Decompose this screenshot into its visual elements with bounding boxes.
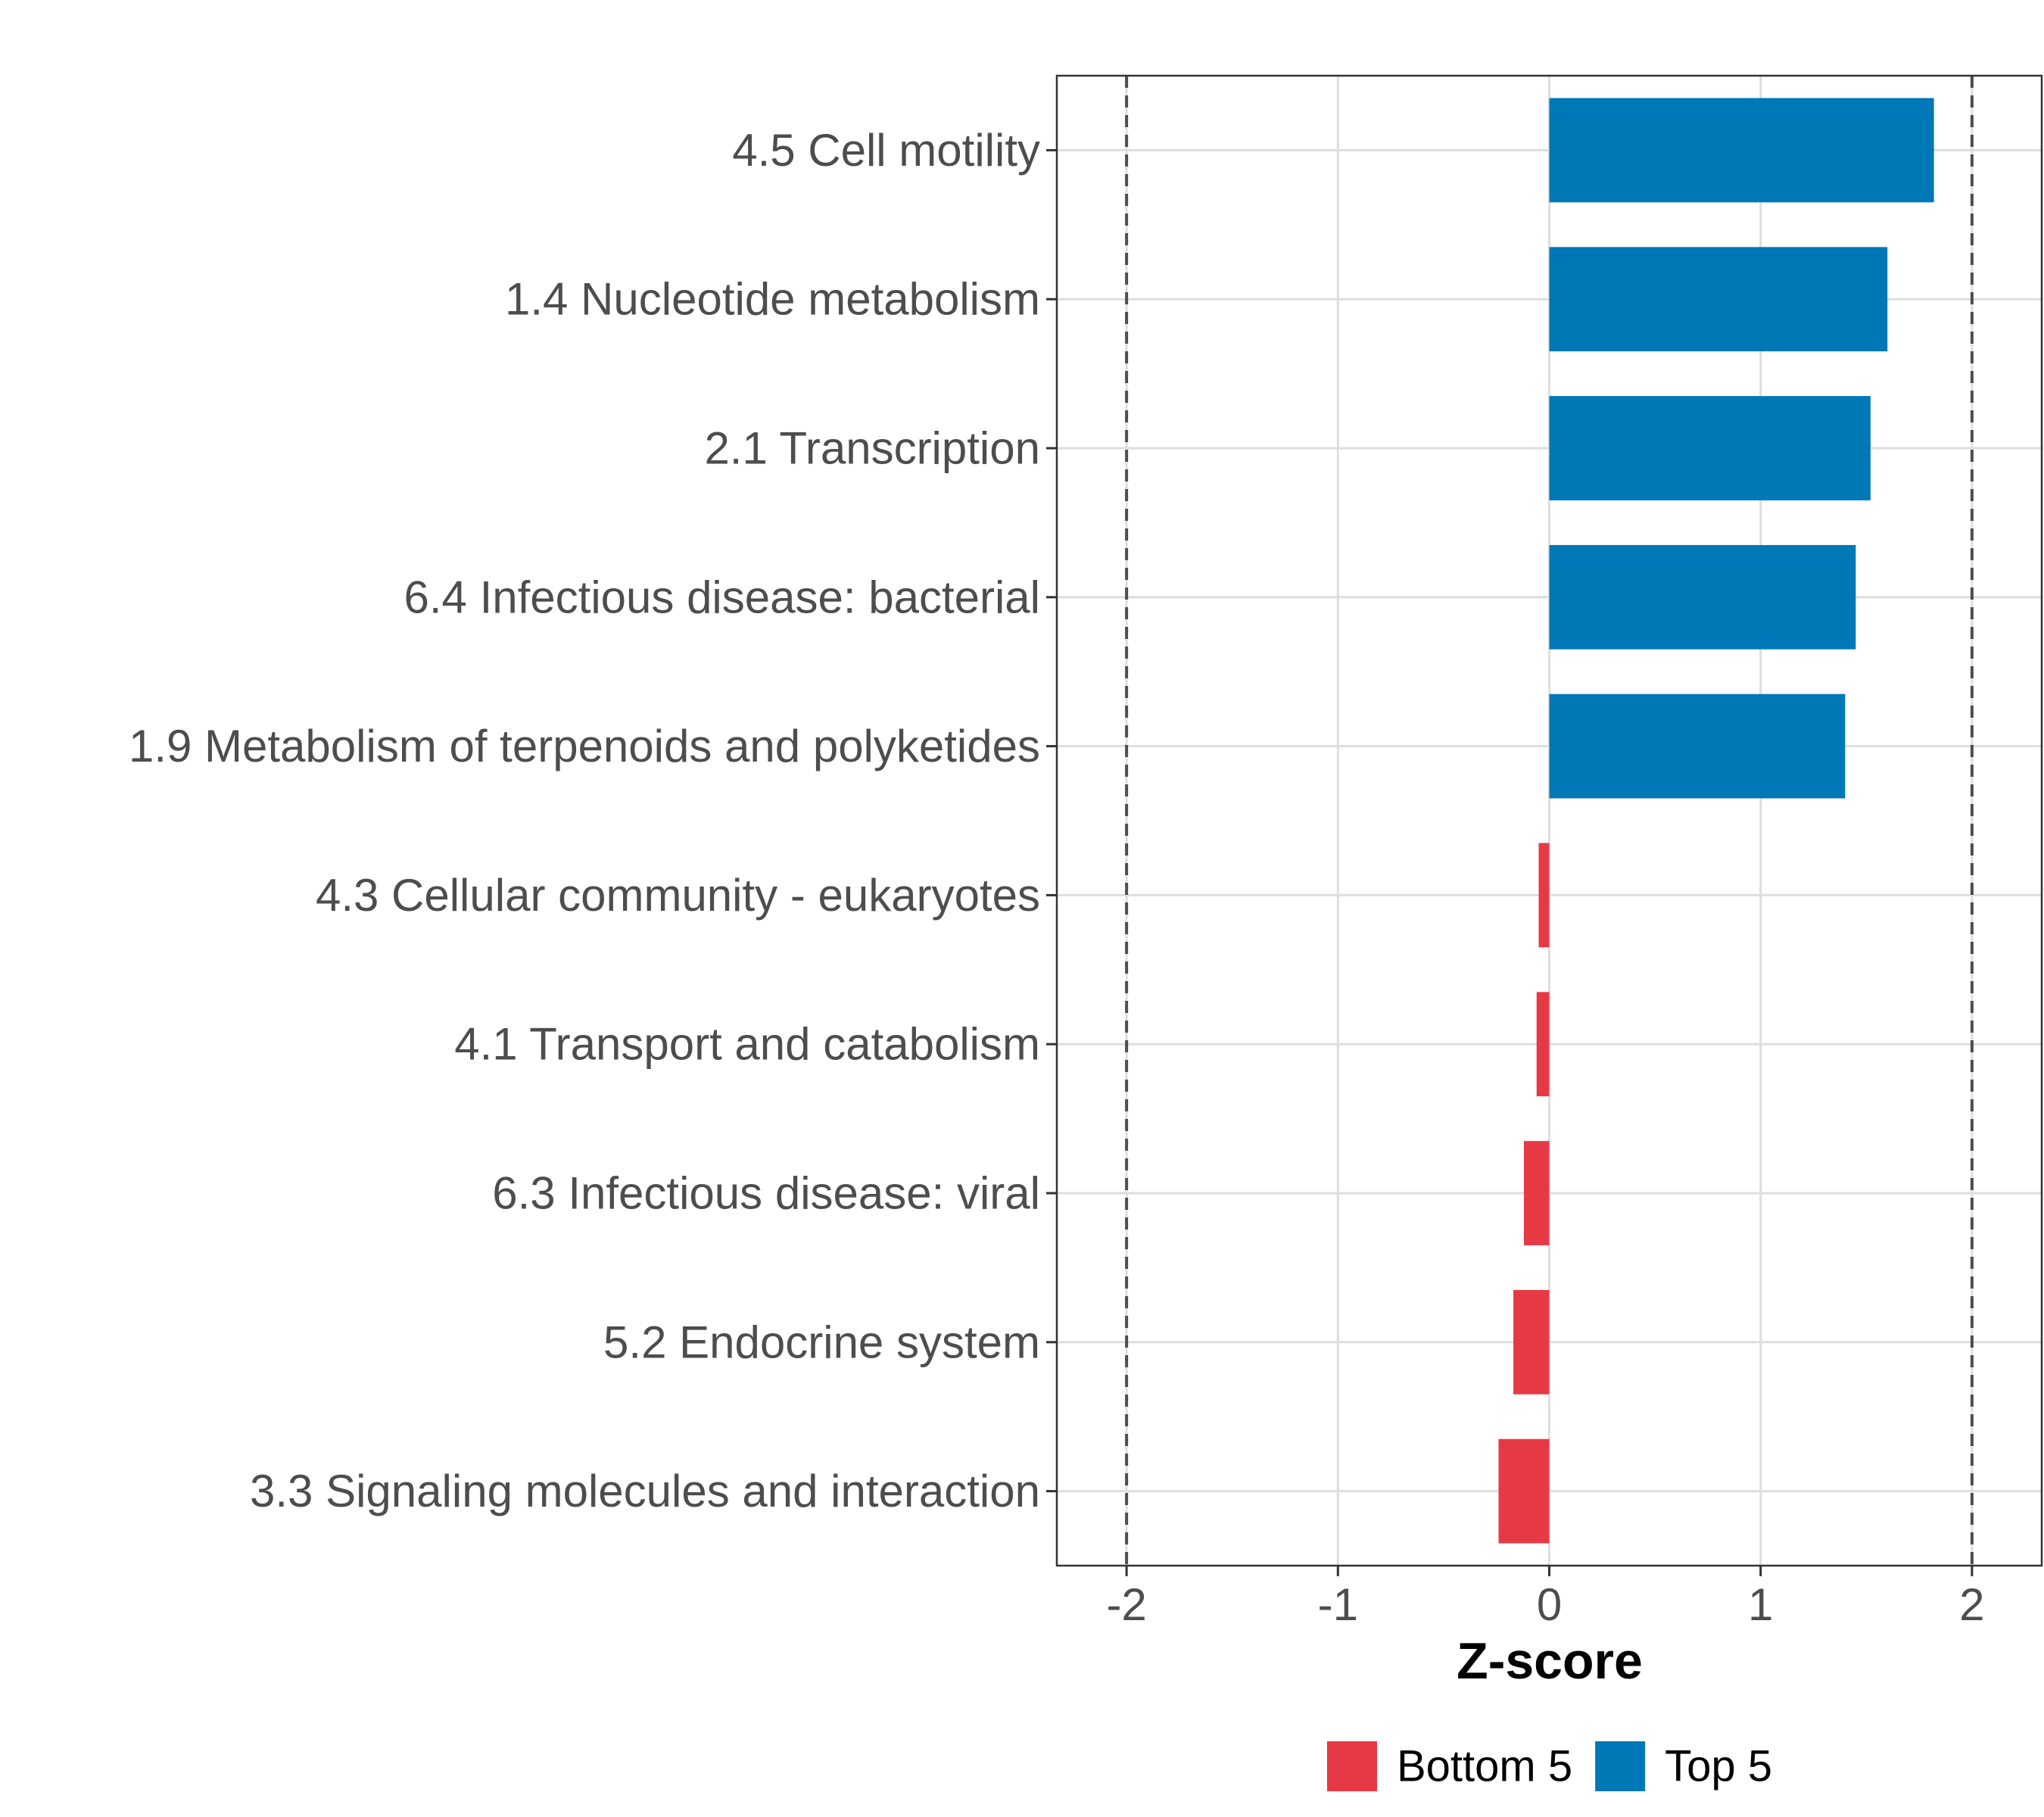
y-axis-ticks: 4.5 Cell motility 1.4 Nucleotide metaboli… (129, 125, 1057, 1516)
y-tick-label: 6.3 Infectious disease: viral (492, 1168, 1040, 1219)
bar (1498, 1438, 1550, 1544)
bars (1498, 98, 1934, 1544)
y-tick-label: 6.4 Infectious disease: bacterial (404, 572, 1041, 622)
bar (1549, 396, 1871, 500)
y-tick-label: 1.4 Nucleotide metabolism (505, 274, 1040, 325)
reference-lines (1125, 76, 1974, 1566)
legend-label: Bottom 5 (1397, 1742, 1572, 1791)
x-tick-label: 0 (1537, 1579, 1562, 1630)
bar (1523, 1141, 1550, 1245)
y-tick-label: 4.1 Transport and catabolism (454, 1019, 1040, 1070)
bar (1538, 843, 1550, 948)
y-tick-label: 1.9 Metabolism of terpenoids and polyket… (129, 721, 1040, 771)
y-tick-label: 4.5 Cell motility (732, 125, 1040, 176)
x-axis-ticks: -2 -1 0 1 2 (1106, 1566, 1985, 1630)
x-tick-label: -1 (1318, 1579, 1358, 1630)
bar (1513, 1289, 1550, 1395)
bar (1549, 693, 1846, 799)
y-tick-label: 4.3 Cellular community - eukaryotes (316, 870, 1040, 921)
y-tick-label: 5.2 Endocrine system (603, 1317, 1040, 1367)
x-axis-title: Z-score (1457, 1632, 1643, 1690)
bar (1549, 544, 1856, 650)
legend-swatch (1595, 1741, 1646, 1791)
x-tick-label: 2 (1959, 1579, 1984, 1630)
x-tick-label: -2 (1106, 1579, 1146, 1630)
legend-label: Top 5 (1665, 1742, 1772, 1791)
y-tick-label: 2.1 Transcription (704, 423, 1040, 474)
bar (1549, 98, 1934, 203)
legend-swatch (1326, 1741, 1377, 1791)
x-tick-label: 1 (1748, 1579, 1773, 1630)
y-tick-label: 3.3 Signaling molecules and interaction (250, 1466, 1040, 1516)
bar (1549, 247, 1888, 352)
bar (1536, 992, 1550, 1097)
legend: Bottom 5 Top 5 (1326, 1741, 1772, 1791)
